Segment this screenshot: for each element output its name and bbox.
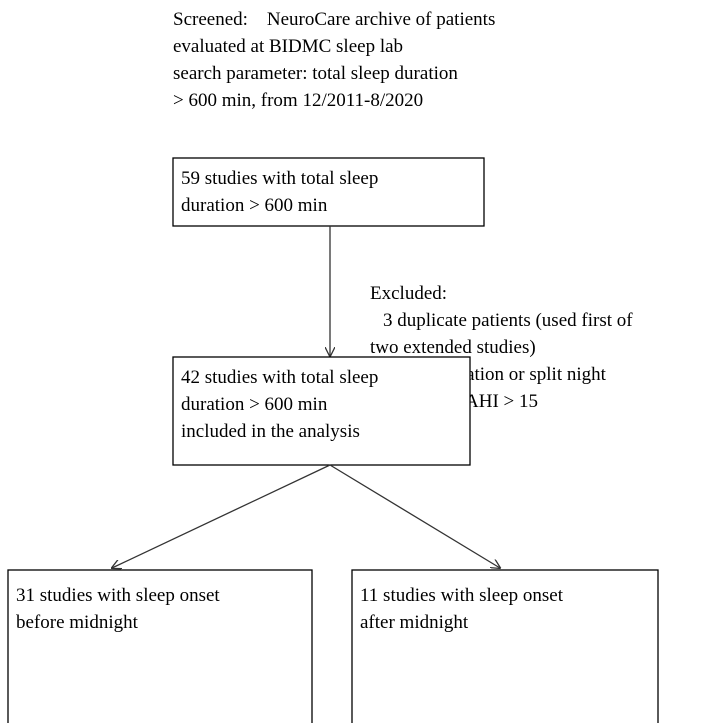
header-line: > 600 min, from 12/2011-8/2020 [173,90,423,111]
node-text: included in the analysis [181,421,360,442]
node-text: duration > 600 min [181,394,328,415]
header-line: evaluated at BIDMC sleep lab [173,36,403,57]
node-text: 31 studies with sleep onset [16,585,220,606]
node-box [351,569,659,723]
header-line: Screened: NeuroCare archive of patients [173,9,495,30]
exclusion-text: 3 duplicate patients (used first of [383,310,633,331]
node-box [172,157,485,227]
node-text: after midnight [360,612,469,633]
node-text: 42 studies with total sleep [181,367,378,388]
node-text: 11 studies with sleep onset [360,585,564,606]
exclusion-text: two extended studies) [370,337,536,358]
node-box [7,569,313,723]
node-text: before midnight [16,612,139,633]
exclusion-text: Excluded: [370,283,447,304]
node-text: 59 studies with total sleep [181,168,378,189]
node-text: duration > 600 min [181,195,328,216]
node-box [172,356,471,466]
arrow [329,464,500,568]
arrow [112,464,331,568]
header-line: search parameter: total sleep duration [173,63,458,84]
